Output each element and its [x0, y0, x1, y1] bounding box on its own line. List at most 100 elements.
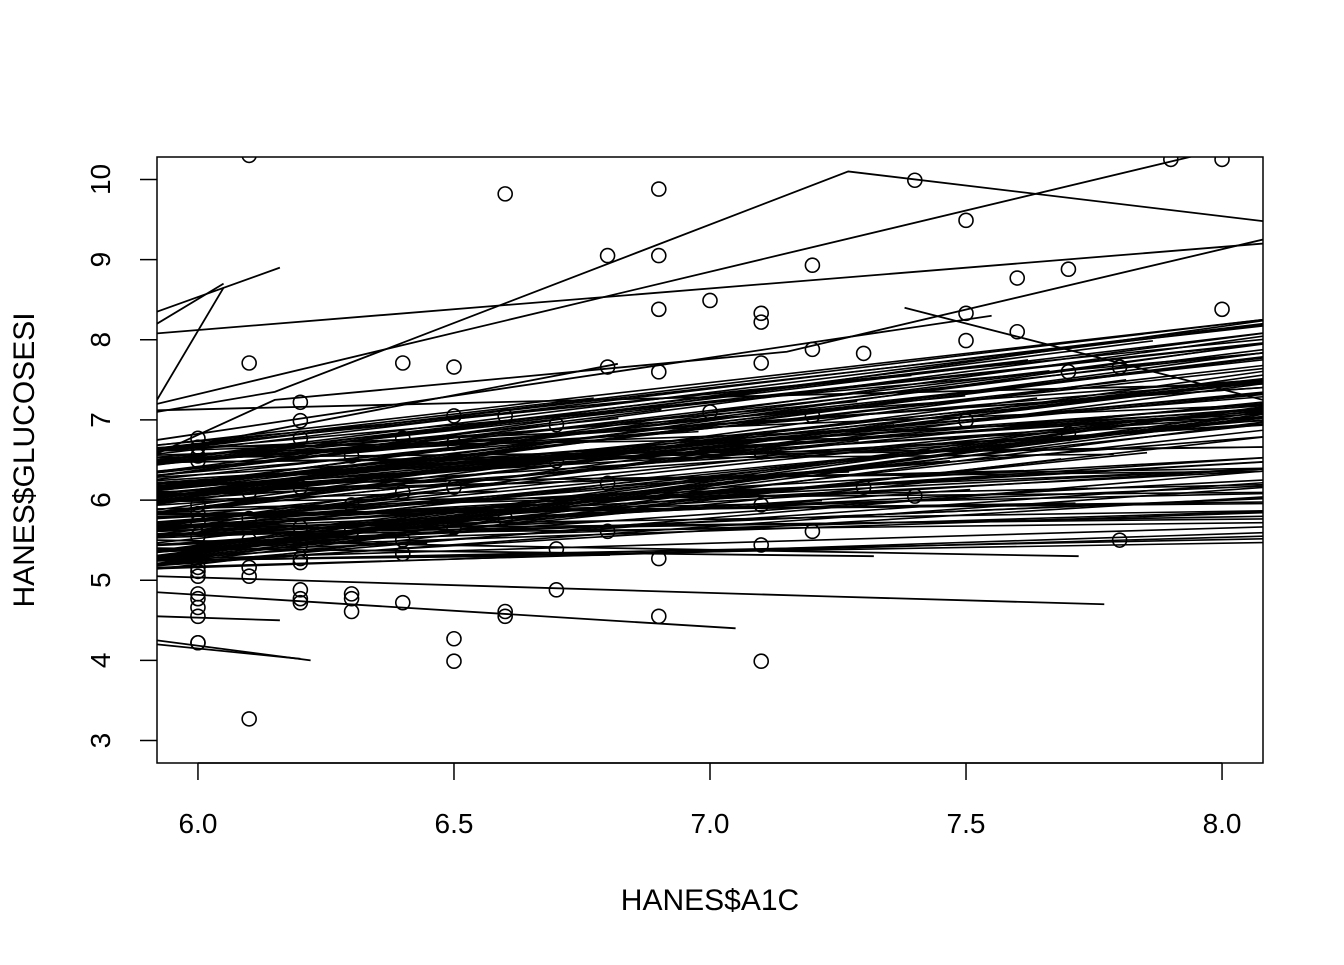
data-point	[190, 505, 206, 522]
regression-line	[157, 419, 1263, 525]
regression-line	[157, 591, 736, 630]
data-point	[907, 488, 923, 504]
regression-line	[157, 457, 1263, 531]
data-points-layer	[190, 157, 1230, 727]
regression-line	[157, 393, 1263, 499]
data-point	[753, 653, 770, 669]
regression-line	[157, 470, 1263, 566]
regression-line	[157, 547, 874, 558]
regression-line	[157, 417, 619, 465]
regression-line	[157, 340, 1154, 466]
regression-line	[157, 415, 1263, 490]
data-point	[241, 559, 257, 576]
data-point	[650, 550, 667, 567]
data-point	[1060, 425, 1077, 442]
x-tick-label: 8.0	[1203, 808, 1242, 839]
data-point	[343, 497, 360, 513]
data-point	[190, 568, 206, 585]
data-point	[1214, 301, 1230, 318]
y-tick-label: 8	[85, 332, 116, 348]
data-point	[446, 519, 462, 536]
data-point	[1009, 270, 1026, 286]
regression-line	[157, 509, 1263, 529]
data-point	[650, 247, 667, 264]
data-point	[292, 519, 309, 536]
y-tick-label: 4	[85, 653, 116, 669]
data-point	[599, 475, 616, 492]
data-point	[190, 590, 206, 607]
x-tick-label: 6.0	[178, 808, 217, 839]
regression-line	[157, 318, 1263, 447]
data-point	[292, 412, 309, 429]
data-point	[497, 186, 513, 202]
data-point	[804, 257, 821, 274]
regression-line	[157, 541, 1263, 562]
data-point	[292, 590, 309, 607]
regression-line	[157, 238, 1263, 455]
regression-line	[157, 539, 1079, 558]
data-point	[241, 711, 257, 727]
data-point	[292, 394, 309, 411]
regression-line	[157, 282, 225, 325]
data-point	[241, 568, 257, 585]
regression-line	[157, 314, 992, 441]
data-point	[241, 532, 257, 548]
data-point	[1060, 364, 1077, 380]
data-point	[753, 314, 770, 330]
regression-line	[157, 483, 1263, 510]
regression-line	[157, 413, 1263, 560]
data-point	[446, 653, 462, 669]
data-point	[292, 550, 309, 567]
data-point	[702, 404, 718, 420]
x-axis-label: HANES$A1C	[621, 884, 799, 917]
data-point	[446, 359, 462, 375]
data-point	[241, 484, 257, 500]
data-point	[446, 479, 462, 496]
data-point	[343, 448, 360, 464]
regression-line	[157, 486, 1263, 567]
data-point	[394, 355, 411, 371]
data-point	[292, 594, 309, 611]
data-point	[855, 345, 872, 362]
data-point	[753, 305, 770, 322]
regression-line	[157, 405, 1263, 553]
data-point	[958, 305, 974, 322]
data-point	[1163, 157, 1179, 168]
data-point	[599, 247, 616, 264]
regression-line	[157, 351, 1263, 474]
x-tick-label: 6.5	[435, 808, 474, 839]
data-point	[446, 435, 462, 451]
regression-line	[157, 266, 281, 313]
data-point	[292, 554, 309, 571]
regression-line	[157, 502, 1263, 515]
data-point	[497, 510, 513, 527]
regression-line	[157, 242, 1263, 335]
data-point	[343, 586, 360, 602]
regression-line	[157, 342, 1263, 461]
data-point	[753, 537, 770, 553]
regression-line	[157, 370, 1263, 528]
regression-line	[157, 615, 280, 622]
data-point	[446, 408, 462, 424]
data-point	[394, 430, 411, 447]
data-point	[958, 412, 974, 429]
x-axis: 6.0 6.5 7.0 7.5 8.0	[178, 762, 1242, 839]
data-point	[855, 479, 872, 496]
data-point	[190, 453, 206, 469]
data-point	[1009, 323, 1026, 340]
regression-line	[157, 377, 1263, 501]
regression-line	[157, 515, 467, 530]
data-point	[650, 608, 667, 625]
data-point	[190, 599, 206, 616]
data-point	[190, 528, 206, 544]
data-point	[548, 582, 565, 598]
regression-line	[157, 423, 1263, 544]
data-point	[190, 448, 206, 464]
data-point	[548, 541, 565, 557]
regression-line	[157, 319, 1263, 477]
x-tick-label: 7.0	[691, 808, 730, 839]
data-point	[190, 430, 206, 447]
data-point	[958, 212, 974, 229]
regression-line	[157, 369, 1050, 477]
